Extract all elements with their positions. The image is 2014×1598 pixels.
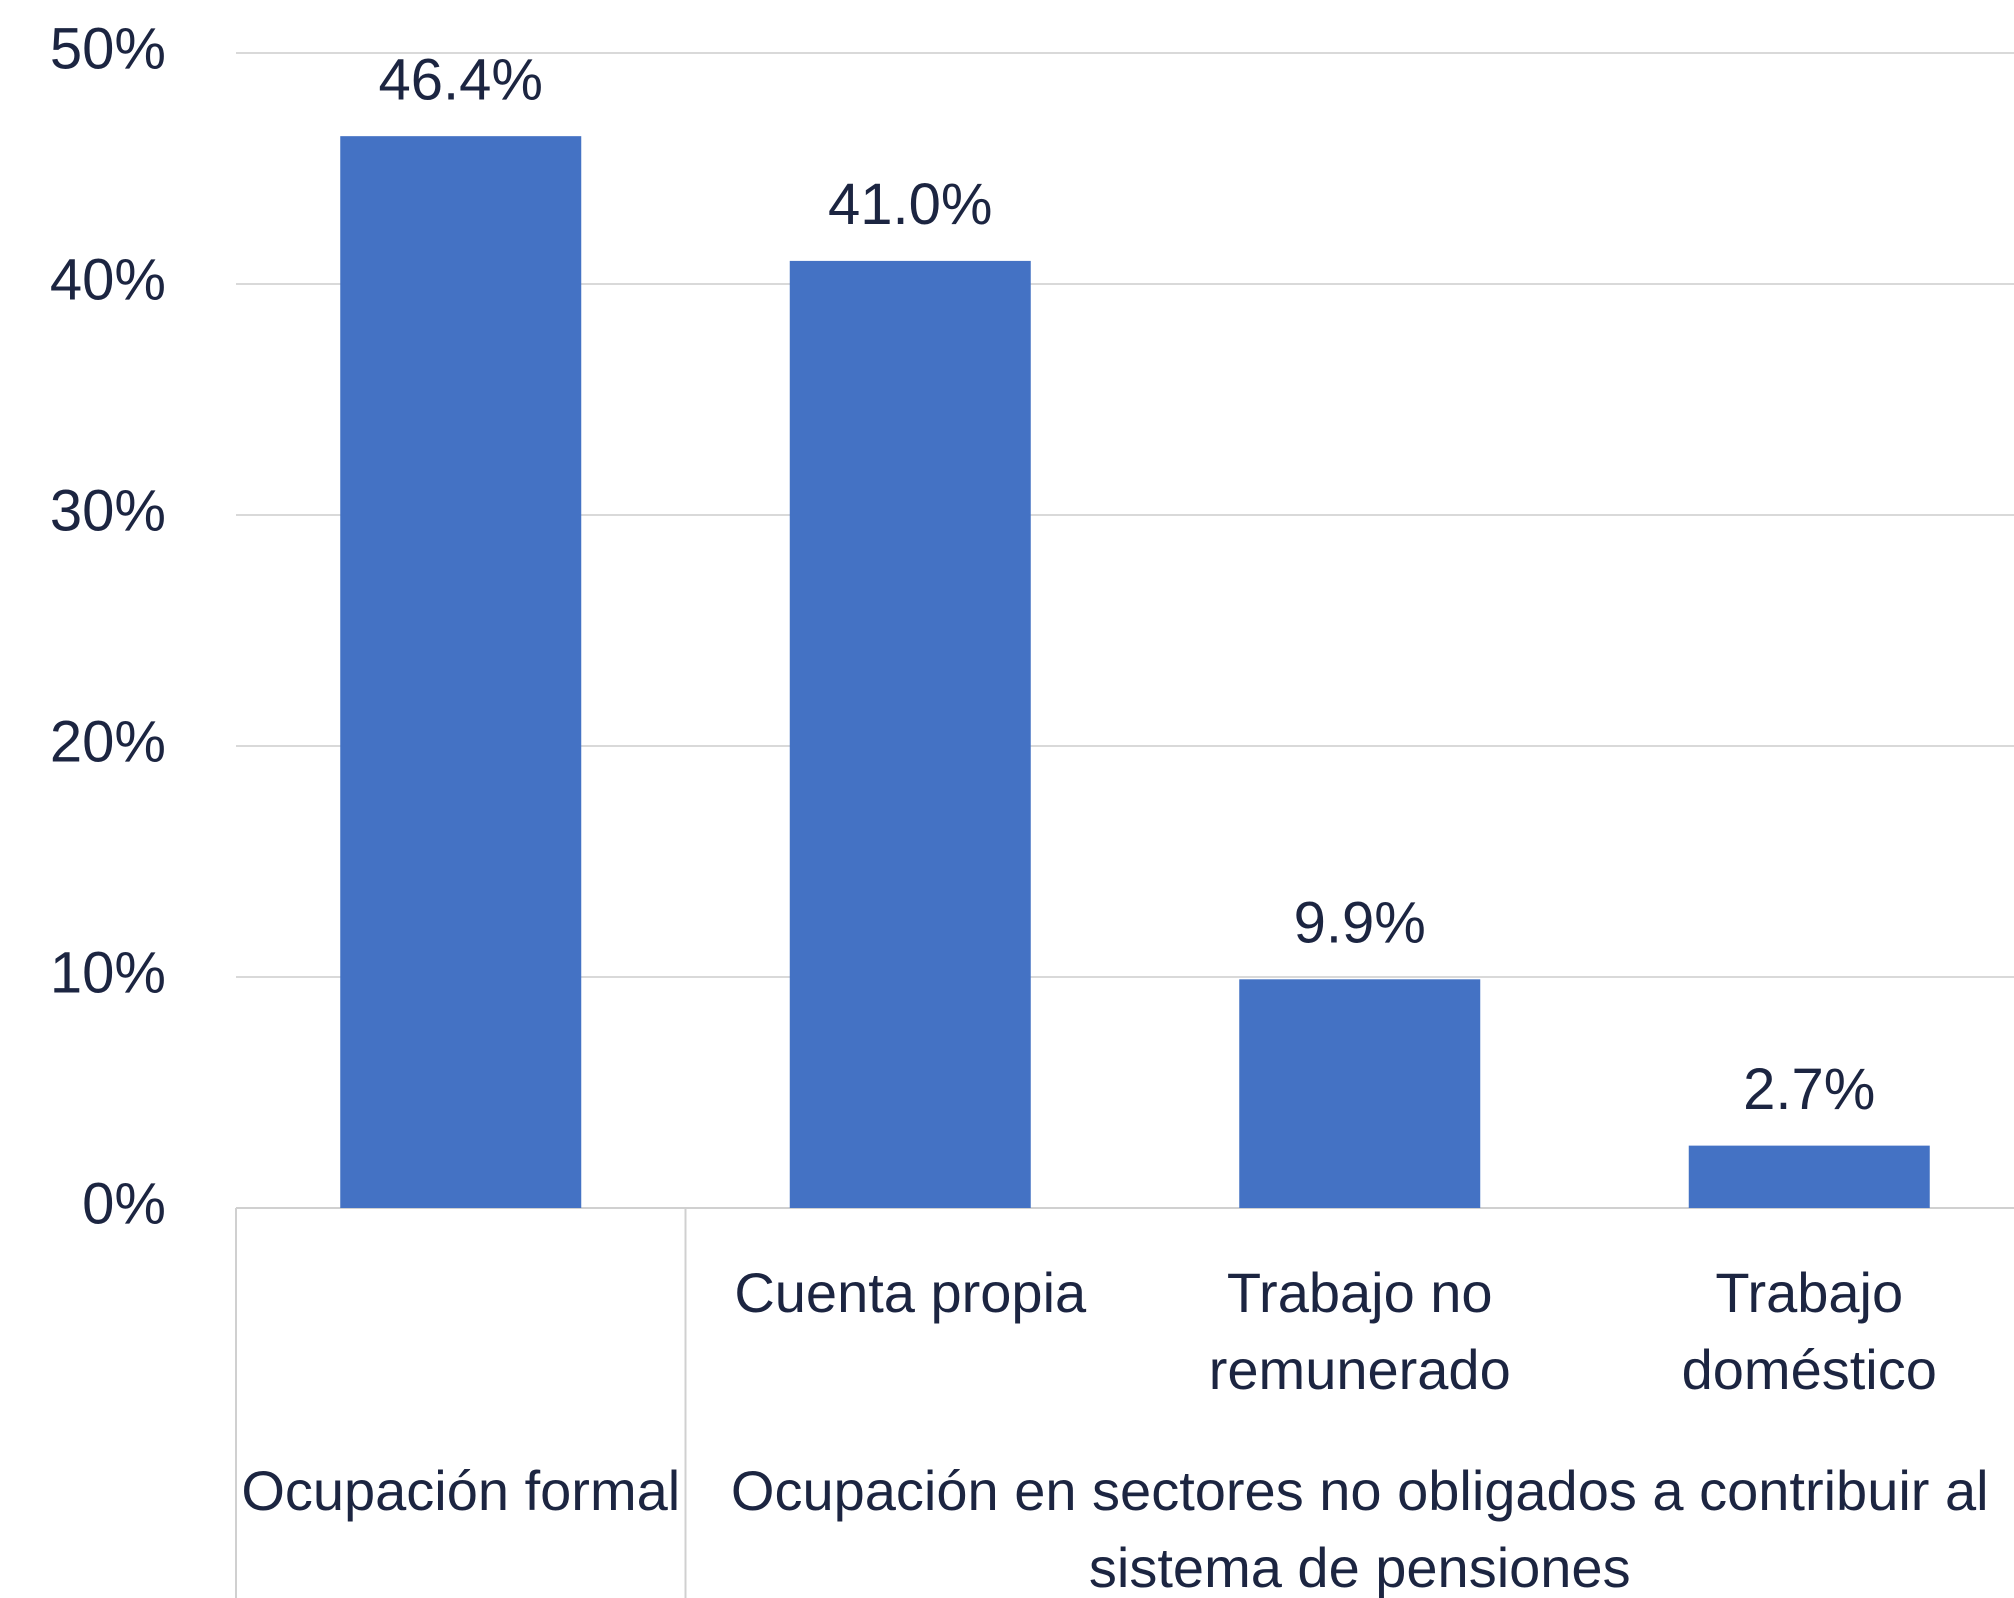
y-tick-label: 20% (50, 709, 166, 774)
bar (1688, 1145, 1930, 1208)
y-tick-label: 10% (50, 940, 166, 1005)
bar (789, 260, 1031, 1208)
bar (1239, 979, 1481, 1208)
group-label: Ocupación en sectores no obligados a con… (730, 1459, 1989, 1598)
group-label: Ocupación formal (241, 1459, 681, 1522)
value-label: 9.9% (1294, 891, 1426, 956)
x-tick-label: Cuenta propia (734, 1261, 1087, 1324)
value-label: 2.7% (1743, 1057, 1875, 1122)
value-label: 41.0% (828, 172, 992, 237)
x-tick-label: Trabajo doméstico (1681, 1261, 1937, 1401)
x-tick-label: Trabajo no remunerado (1208, 1261, 1511, 1401)
y-tick-label: 0% (82, 1171, 166, 1236)
value-label: 46.4% (379, 47, 543, 112)
y-tick-label: 30% (50, 478, 166, 543)
y-tick-label: 40% (50, 247, 166, 312)
y-tick-label: 50% (50, 16, 166, 81)
bar (340, 136, 582, 1208)
